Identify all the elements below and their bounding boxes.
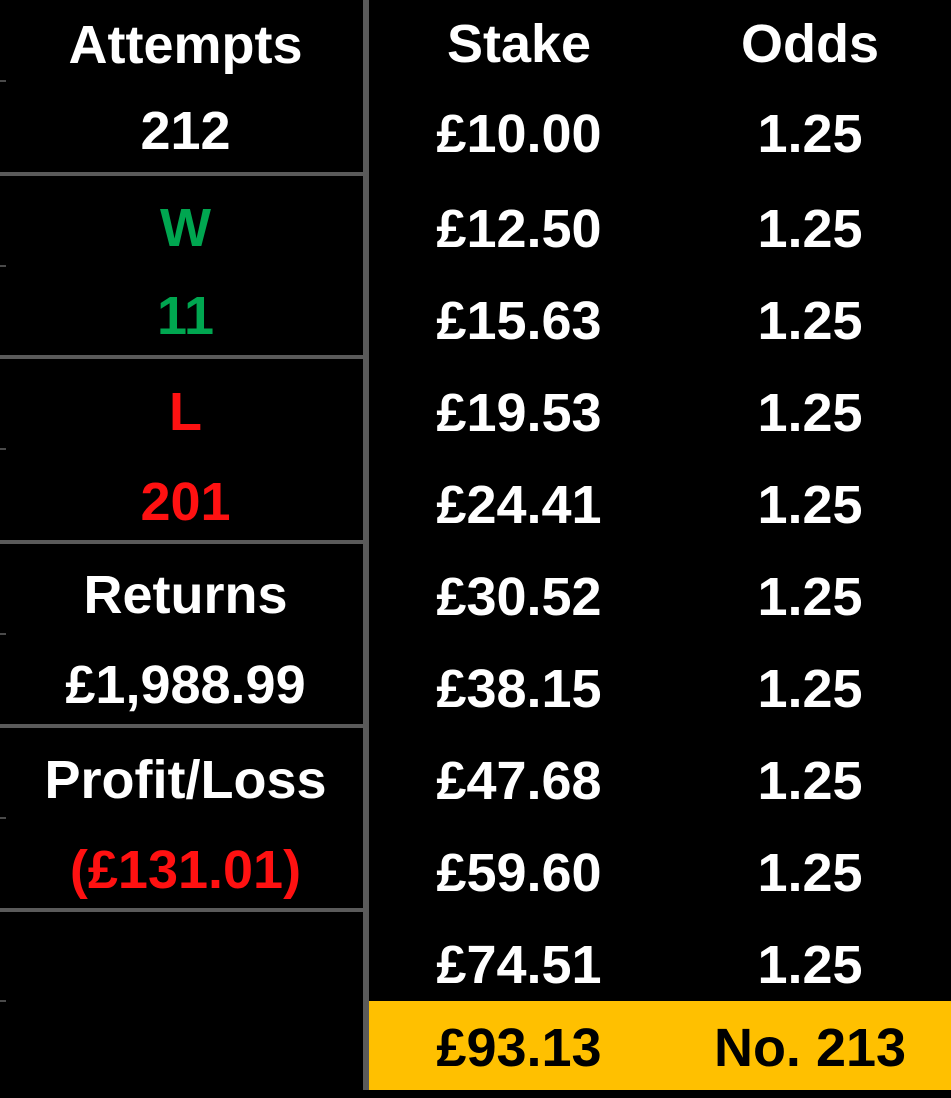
row-tick xyxy=(0,817,6,819)
stake-cell: £59.60 xyxy=(436,843,602,903)
profit-loss-value: (£131.01) xyxy=(69,840,302,900)
stake-cell: £10.00 xyxy=(436,104,602,164)
row-tick xyxy=(0,633,6,635)
row-tick xyxy=(0,1000,6,1002)
column-divider xyxy=(363,0,369,1090)
odds-cell: 1.25 xyxy=(757,751,863,811)
odds-cell: 1.25 xyxy=(757,843,863,903)
current-attempt-number: No. 213 xyxy=(713,1018,907,1078)
odds-cell: 1.25 xyxy=(757,475,863,535)
odds-cell: 1.25 xyxy=(757,567,863,627)
odds-cell: 1.25 xyxy=(757,935,863,995)
row-tick xyxy=(0,265,6,267)
row-divider xyxy=(0,724,366,728)
losses-label: L xyxy=(169,382,202,442)
next-bet-highlight: £93.13 No. 213 xyxy=(369,1001,951,1090)
returns-label: Returns xyxy=(83,565,288,625)
odds-cell: 1.25 xyxy=(757,383,863,443)
stake-cell: £30.52 xyxy=(436,567,602,627)
odds-header: Odds xyxy=(740,14,879,74)
returns-value: £1,988.99 xyxy=(65,655,306,715)
attempts-label: Attempts xyxy=(68,15,303,75)
row-tick xyxy=(0,80,6,82)
odds-cell: 1.25 xyxy=(757,659,863,719)
row-divider xyxy=(0,908,366,912)
stake-cell: £15.63 xyxy=(436,291,602,351)
stake-header: Stake xyxy=(446,14,592,74)
profit-loss-label: Profit/Loss xyxy=(44,750,327,810)
stake-cell: £38.15 xyxy=(436,659,602,719)
stake-cell: £74.51 xyxy=(436,935,602,995)
odds-cell: 1.25 xyxy=(757,199,863,259)
row-tick xyxy=(0,448,6,450)
current-stake: £93.13 xyxy=(436,1018,602,1078)
odds-cell: 1.25 xyxy=(757,104,863,164)
row-divider xyxy=(0,355,366,359)
wins-label: W xyxy=(160,198,211,258)
stake-cell: £47.68 xyxy=(436,751,602,811)
stake-cell: £24.41 xyxy=(436,475,602,535)
row-divider xyxy=(0,172,366,176)
row-divider xyxy=(0,540,366,544)
stake-cell: £19.53 xyxy=(436,383,602,443)
stake-cell: £12.50 xyxy=(436,199,602,259)
attempts-value: 212 xyxy=(140,101,231,161)
wins-value: 11 xyxy=(156,286,215,346)
losses-value: 201 xyxy=(140,472,231,532)
odds-cell: 1.25 xyxy=(757,291,863,351)
